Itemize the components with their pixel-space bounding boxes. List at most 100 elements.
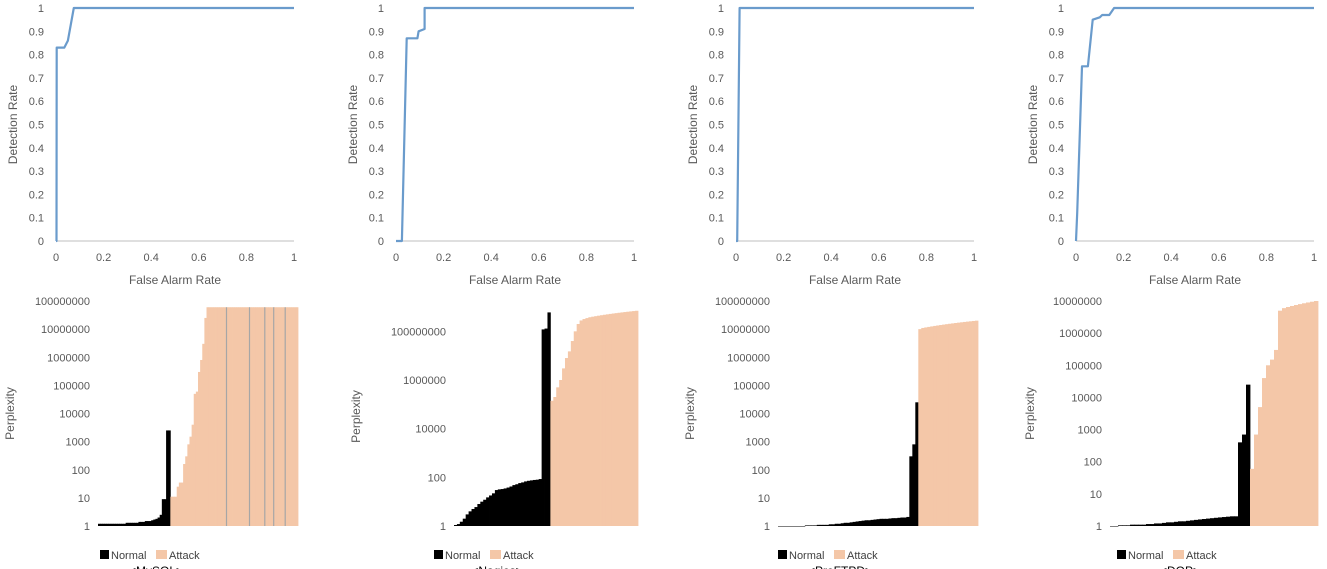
normal-bar — [524, 481, 528, 526]
attack-bar — [945, 324, 949, 526]
x-axis-title: False Alarm Rate — [809, 273, 901, 287]
normal-bar — [129, 522, 133, 526]
attack-bar — [550, 400, 554, 526]
normal-bar — [1118, 525, 1123, 526]
y-tick-label: 0.6 — [709, 96, 724, 108]
attack-bar — [942, 324, 946, 526]
normal-bar — [166, 430, 169, 526]
attack-bar — [591, 316, 595, 526]
normal-bar — [864, 520, 868, 526]
normal-bar — [1182, 521, 1187, 526]
attack-bar — [594, 316, 598, 526]
normal-bar — [1146, 524, 1151, 526]
normal-bar — [1122, 525, 1127, 526]
attack-bar — [966, 321, 970, 526]
normal-bar — [454, 524, 458, 526]
normal-bar — [119, 523, 122, 526]
normal-bar — [1142, 524, 1147, 526]
roc-chart-3: 0 0.1 0.2 0.3 0.4 0.5 0.6 0.7 0.8 0.9 1 0 0.2 0.4 0.6 0… — [686, 3, 977, 287]
y-tick-label: 0.2 — [1049, 189, 1064, 201]
normal-bar — [503, 488, 507, 526]
attack-bar — [183, 464, 186, 526]
attack-bar — [219, 307, 222, 526]
x-tick-label: 0.2 — [776, 252, 791, 264]
attack-bar — [174, 496, 178, 526]
normal-bar — [858, 521, 862, 526]
attack-bar — [1306, 302, 1311, 526]
normal-bar — [544, 328, 548, 526]
y-tick-label: 1000 — [746, 437, 770, 449]
normal-bar — [462, 518, 467, 526]
attack-bar — [1262, 378, 1267, 526]
attack-bar — [1290, 305, 1295, 526]
normal-bar — [834, 523, 839, 526]
attack-bar — [556, 387, 560, 526]
legend: Normal Attack — [778, 550, 878, 562]
attack-bar — [276, 307, 280, 526]
normal-bar — [915, 402, 919, 526]
attack-bar — [951, 323, 955, 526]
normal-bar — [786, 526, 791, 527]
attack-bar — [283, 307, 286, 526]
roc-chart-1: 0 0.1 0.2 0.3 0.4 0.5 0.6 0.7 0.8 0.9 1 0 0.2 0.4 0.6 0… — [6, 3, 297, 287]
normal-bar — [140, 521, 144, 526]
attack-bar — [270, 307, 273, 526]
y-tick-label: 100 — [72, 465, 90, 477]
normal-bar — [1158, 523, 1163, 526]
normal-bar — [1226, 516, 1231, 526]
attack-bar — [564, 358, 569, 526]
x-tick-label: 0.6 — [191, 252, 206, 264]
attack-bar — [204, 317, 207, 526]
y-tick-label: 10000000 — [721, 324, 770, 336]
x-tick-label: 0.6 — [531, 252, 546, 264]
attack-bar — [562, 368, 566, 526]
attack-bar — [1258, 407, 1263, 526]
y-tick-label: 0.5 — [369, 120, 384, 132]
normal-bar — [153, 519, 156, 526]
x-tick-label: 0 — [393, 252, 399, 264]
attack-bar — [1282, 308, 1287, 526]
normal-bar — [813, 525, 818, 526]
normal-bar — [1246, 384, 1251, 526]
normal-bar — [123, 523, 127, 526]
normal-bar — [1126, 525, 1131, 526]
y-tick-label: 10000 — [415, 424, 446, 436]
y-tick-label: 0.6 — [29, 96, 44, 108]
x-tick-label: 0.4 — [144, 252, 159, 264]
y-tick-label: 0.2 — [29, 189, 44, 201]
normal-bar — [149, 521, 152, 526]
attack-bar — [921, 327, 925, 526]
attack-bar — [195, 391, 199, 526]
attack-bar — [975, 320, 979, 526]
normal-bar — [159, 514, 163, 526]
normal-bar — [163, 499, 167, 526]
y-tick-label: 0.4 — [369, 143, 384, 155]
y-tick-label: 10 — [758, 493, 770, 505]
attack-bar — [972, 320, 976, 526]
normal-bar — [897, 517, 901, 526]
normal-bar — [125, 522, 129, 526]
attack-bar — [212, 307, 216, 526]
x-tick-label: 1 — [1311, 252, 1317, 264]
legend-swatch-attack — [156, 550, 167, 559]
normal-bar — [837, 523, 842, 526]
y-tick-label: 0 — [378, 236, 384, 248]
attack-bar — [274, 307, 278, 526]
attack-bar — [1278, 310, 1283, 526]
attack-bar — [278, 307, 282, 526]
x-tick-label: 0 — [733, 252, 739, 264]
attack-bar — [191, 424, 195, 526]
x-tick-label: 0.8 — [1259, 252, 1274, 264]
normal-bar — [127, 522, 131, 526]
normal-bar — [161, 499, 165, 526]
normal-bar — [828, 524, 833, 526]
attack-bar — [918, 329, 922, 527]
attack-bar — [608, 313, 613, 526]
y-tick-label: 0.5 — [29, 120, 44, 132]
attack-bar — [172, 496, 175, 526]
roc-chart-2: 0 0.1 0.2 0.3 0.4 0.5 0.6 0.7 0.8 0.9 1 0 0.2 0.4 0.6 0… — [346, 3, 637, 287]
legend-label-attack: Attack — [1186, 550, 1217, 562]
normal-bar — [494, 490, 499, 526]
normal-bar — [909, 456, 913, 526]
